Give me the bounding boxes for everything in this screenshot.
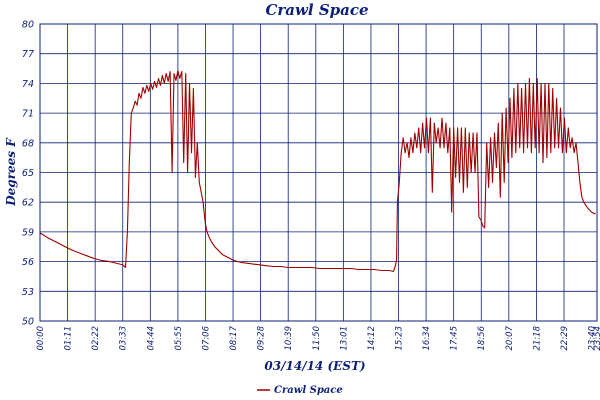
x-tick-label: 22:29 xyxy=(560,326,570,351)
y-axis-ticks: 50 53 56 59 62 65 68 71 74 77 80 xyxy=(22,20,34,328)
x-tick-label: 08:17 xyxy=(229,325,239,350)
chart-title: Crawl Space xyxy=(265,1,368,19)
y-tick-label: 65 xyxy=(22,168,34,179)
x-tick-label: 11:50 xyxy=(312,326,322,351)
x-tick-label: 18:56 xyxy=(477,325,487,350)
x-tick-label: 21:18 xyxy=(532,325,542,350)
y-tick-label: 74 xyxy=(22,79,34,90)
y-axis-label: Degrees F xyxy=(4,137,18,207)
plot-frame xyxy=(39,23,598,322)
x-tick-label: 03:33 xyxy=(119,326,129,351)
grid xyxy=(39,23,597,322)
x-tick-label: 04:44 xyxy=(146,326,156,351)
series-line-crawl-space xyxy=(39,69,596,273)
x-tick-label: 17:45 xyxy=(450,326,460,351)
y-tick-label: 62 xyxy=(22,198,34,209)
x-tick-label: 05:55 xyxy=(174,326,184,351)
x-tick-label: 00:00 xyxy=(36,326,46,351)
x-tick-label: 20:07 xyxy=(505,325,515,350)
y-tick-label: 71 xyxy=(22,109,34,120)
x-tick-label: 23:54 xyxy=(593,326,600,351)
x-tick-label: 02:22 xyxy=(91,326,101,351)
y-tick-label: 56 xyxy=(22,257,34,268)
y-tick-label: 53 xyxy=(22,287,34,298)
x-tick-label: 16:34 xyxy=(422,326,432,351)
legend-label: Crawl Space xyxy=(274,385,343,396)
y-tick-label: 77 xyxy=(22,49,34,60)
y-tick-label: 68 xyxy=(22,138,34,149)
x-tick-label: 14:12 xyxy=(367,326,377,351)
x-tick-label: 13:01 xyxy=(339,326,349,351)
series-layer xyxy=(39,69,596,273)
x-tick-label: 09:28 xyxy=(257,325,267,350)
x-tick-label: 23:40 xyxy=(588,326,598,351)
x-tick-label: 01:11 xyxy=(64,326,74,351)
y-tick-label: 80 xyxy=(22,20,34,31)
x-tick-label: 10:39 xyxy=(284,326,294,351)
y-tick-label: 50 xyxy=(22,317,34,328)
x-tick-label: 07:06 xyxy=(201,325,211,350)
y-tick-label: 59 xyxy=(22,227,34,238)
legend: Crawl Space xyxy=(257,385,343,396)
x-axis-label: 03/14/14 (EST) xyxy=(264,359,365,373)
x-tick-label: 15:23 xyxy=(395,326,405,351)
x-axis-ticks: 00:00 01:11 02:22 03:33 04:44 05:55 07:06 08:17… xyxy=(36,325,600,350)
